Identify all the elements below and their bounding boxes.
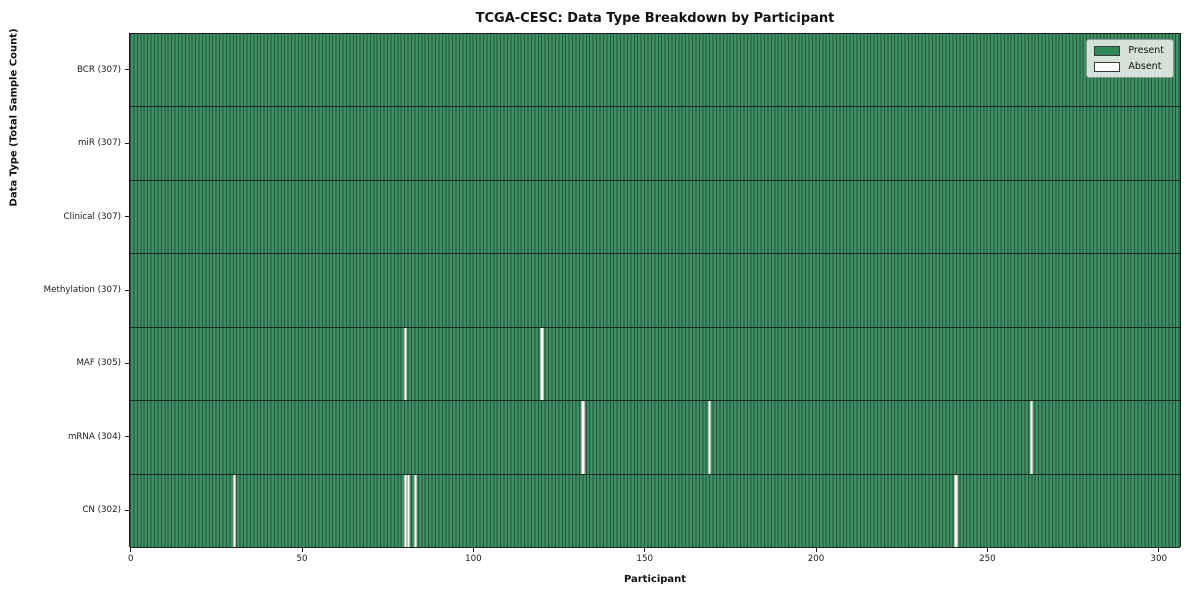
xtick-mark-250 — [986, 548, 988, 552]
legend-entry-absent: Absent — [1094, 61, 1164, 72]
absent-cell-CN-83 — [413, 474, 418, 547]
heatmap-row-mRNA — [130, 401, 1180, 475]
xtick-label-100: 100 — [465, 554, 482, 564]
legend: Present Absent — [1086, 39, 1174, 78]
xtick-mark-300 — [1158, 548, 1160, 552]
heatmap-row-Methylation — [130, 254, 1180, 328]
absent-cell-CN-241 — [954, 474, 958, 547]
ytick-label-Methylation: Methylation (307) — [43, 285, 121, 295]
ytick-label-miR: miR (307) — [77, 138, 121, 149]
ytick-label-BCR: BCR (307) — [76, 64, 121, 75]
xtick-label-200: 200 — [807, 554, 825, 564]
heatmap-row-BCR — [130, 34, 1180, 108]
legend-label-present: Present — [1128, 45, 1164, 56]
ytick-mark-MAF — [125, 362, 129, 364]
legend-entry-present: Present — [1094, 45, 1164, 56]
heatmap-row-CN — [130, 474, 1180, 548]
heatmap-row-Clinical — [130, 180, 1180, 255]
absent-cell-MAF-80 — [403, 327, 408, 401]
ytick-mark-Clinical — [125, 216, 129, 218]
xtick-mark-50 — [301, 548, 303, 552]
y-axis-label: Data Type (Total Sample Count) — [8, 28, 20, 207]
ytick-label-MAF: MAF (305) — [76, 358, 121, 369]
xtick-label-150: 150 — [636, 554, 654, 564]
ytick-mark-mRNA — [125, 436, 129, 438]
absent-cell-CN-81 — [407, 474, 411, 547]
absent-cell-CN-30 — [232, 474, 236, 547]
absent-cell-MAF-120 — [540, 327, 544, 401]
xtick-label-250: 250 — [979, 554, 996, 564]
xtick-mark-200 — [815, 548, 817, 552]
legend-swatch-present — [1094, 45, 1121, 56]
ytick-mark-CN — [125, 509, 129, 511]
ytick-mark-BCR — [125, 69, 129, 71]
ytick-label-Clinical: Clinical (307) — [63, 211, 121, 222]
ytick-label-mRNA: mRNA (304) — [67, 431, 121, 442]
legend-swatch-absent — [1094, 61, 1121, 72]
xtick-mark-150 — [644, 548, 646, 552]
absent-cell-mRNA-263 — [1029, 401, 1033, 474]
heatmap-row-MAF — [130, 327, 1180, 402]
ytick-mark-miR — [125, 142, 129, 144]
heatmap-plot-area: Present Absent — [129, 33, 1181, 548]
xtick-label-0: 0 — [127, 554, 134, 564]
absent-cell-CN-80 — [403, 474, 408, 547]
chart-title: TCGA-CESC: Data Type Breakdown by Partic… — [475, 11, 835, 26]
absent-cell-mRNA-169 — [708, 401, 712, 474]
xtick-label-50: 50 — [296, 554, 308, 564]
legend-label-absent: Absent — [1128, 61, 1162, 72]
xtick-mark-100 — [472, 548, 474, 552]
heatmap-row-miR — [130, 107, 1180, 181]
x-axis-label: Participant — [623, 574, 687, 585]
ytick-mark-Methylation — [125, 289, 129, 291]
absent-cell-mRNA-132 — [581, 401, 585, 474]
xtick-label-300: 300 — [1150, 554, 1168, 564]
ytick-label-CN: CN (302) — [82, 505, 121, 516]
xtick-mark-0 — [130, 548, 132, 552]
